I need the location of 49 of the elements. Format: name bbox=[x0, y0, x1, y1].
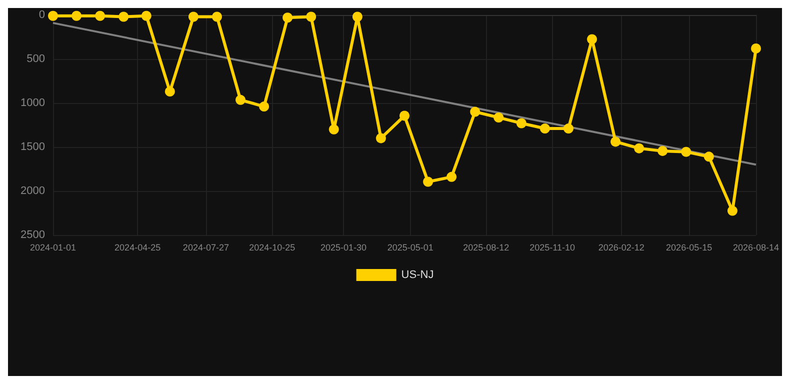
x-tick-label: 2026-05-15 bbox=[666, 242, 712, 252]
y-tick-label: 500 bbox=[26, 53, 45, 65]
point bbox=[328, 124, 339, 134]
point bbox=[681, 146, 692, 157]
point bbox=[563, 124, 574, 134]
point bbox=[658, 146, 668, 156]
x-tick-label: 2025-11-10 bbox=[530, 242, 575, 252]
point bbox=[48, 10, 58, 21]
point bbox=[587, 34, 597, 44]
y-tick-label: 2500 bbox=[20, 229, 45, 241]
point bbox=[236, 94, 246, 105]
x-tick-label: 2024-07-27 bbox=[182, 242, 229, 252]
x-tick-label: 2025-08-12 bbox=[463, 242, 510, 252]
point bbox=[540, 124, 550, 134]
point bbox=[259, 102, 270, 112]
x-tick-label: 2025-01-30 bbox=[320, 242, 366, 252]
point bbox=[750, 43, 761, 54]
point bbox=[212, 12, 222, 22]
point bbox=[634, 143, 644, 154]
point bbox=[141, 10, 152, 21]
point bbox=[400, 110, 410, 121]
point bbox=[704, 152, 714, 162]
point bbox=[306, 12, 316, 22]
y-tick-label: 2000 bbox=[20, 185, 45, 197]
x-tick-label: 2026-02-12 bbox=[598, 242, 644, 252]
x-tick-label: 2025-05-01 bbox=[387, 242, 434, 252]
x-tick-label: 2024-04-25 bbox=[114, 242, 161, 252]
point bbox=[376, 133, 386, 144]
x-tick-label: 2024-01-01 bbox=[30, 242, 76, 252]
point bbox=[516, 118, 526, 128]
y-tick-label: 1500 bbox=[20, 141, 45, 153]
point bbox=[282, 12, 293, 23]
legend-label: US-NJ bbox=[401, 269, 434, 281]
x-tick-label: 2026-08-14 bbox=[732, 242, 780, 252]
point bbox=[727, 206, 738, 216]
point bbox=[423, 176, 434, 187]
point bbox=[118, 12, 129, 22]
point bbox=[446, 172, 457, 182]
point bbox=[72, 10, 82, 21]
x-tick-label: 2024-10-25 bbox=[249, 242, 296, 252]
point bbox=[470, 106, 480, 117]
y-tick-label: 1000 bbox=[20, 97, 45, 109]
point bbox=[95, 10, 106, 21]
point bbox=[188, 12, 198, 22]
point bbox=[164, 86, 175, 97]
y-tick-label: 0 bbox=[38, 9, 45, 21]
point bbox=[494, 112, 504, 123]
point bbox=[610, 136, 621, 147]
point bbox=[352, 12, 362, 22]
